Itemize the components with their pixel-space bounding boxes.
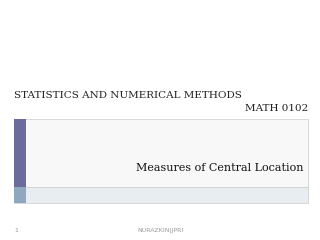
Text: Measures of Central Location: Measures of Central Location — [137, 163, 304, 173]
Text: 1: 1 — [14, 228, 18, 233]
Text: STATISTICS AND NUMERICAL METHODS: STATISTICS AND NUMERICAL METHODS — [14, 91, 242, 100]
Bar — [14, 119, 26, 187]
Bar — [14, 187, 26, 203]
Bar — [14, 119, 308, 187]
Text: MATH 0102: MATH 0102 — [245, 104, 308, 113]
Text: NURAZKIN|JPRI: NURAZKIN|JPRI — [137, 228, 183, 233]
Bar — [14, 187, 308, 203]
